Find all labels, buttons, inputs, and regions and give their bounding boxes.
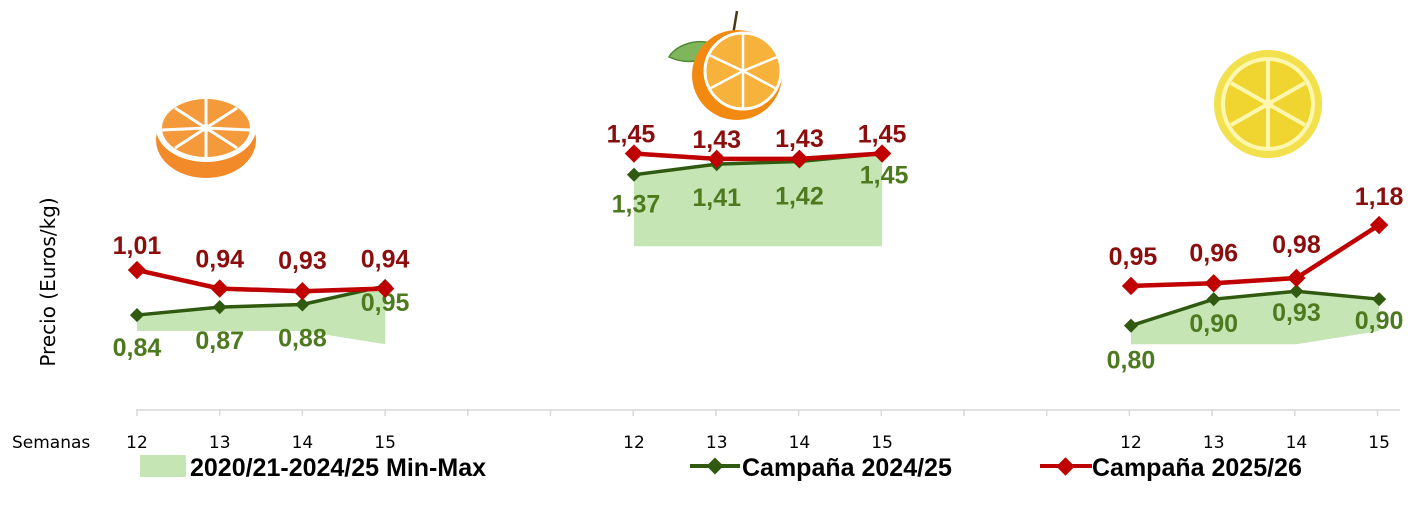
campana-2025-26-data-label: 1,43	[775, 125, 824, 153]
campana-2024-25-point	[626, 167, 642, 182]
campana-2024-25-data-label: 0,93	[1272, 299, 1321, 327]
campana-2025-26-point	[1287, 268, 1306, 288]
campana-2024-25-point	[129, 307, 145, 323]
campana-2024-25-point	[1289, 284, 1304, 299]
campana-2024-25-data-label: 0,90	[1189, 310, 1238, 338]
x-tick-label: 12	[623, 433, 645, 453]
campana-2025-26-data-label: 1,43	[692, 126, 741, 154]
campana-2024-25-data-label: 0,80	[1107, 347, 1156, 375]
campana-2025-26-data-label: 0,95	[1109, 243, 1158, 271]
legend-2526-marker	[1056, 457, 1075, 476]
campana-2025-26-data-label: 0,93	[278, 247, 327, 275]
x-tick-label: 15	[1368, 433, 1390, 453]
mandarin-icon	[668, 10, 783, 120]
campana-2024-25-data-label: 0,88	[278, 324, 327, 352]
orange-half-icon	[156, 94, 256, 178]
x-tick-label: 12	[126, 433, 148, 453]
campana-2025-26-point	[1121, 276, 1141, 296]
legend-range-label: 2020/21-2024/25 Min-Max	[190, 454, 486, 482]
x-tick-label: 14	[789, 433, 811, 453]
chart-panels: 0,84 0,87 0,88 0,95 1,01 0,94 0,93 0,94 12 13 14 15…	[113, 121, 1404, 453]
campana-2025-26-data-label: 1,01	[113, 232, 162, 260]
campana-2025-26-data-label: 0,96	[1189, 239, 1238, 267]
campana-2025-26-data-label: 0,94	[361, 246, 410, 274]
x-tick-label: 13	[1203, 433, 1225, 453]
campana-2025-26-line	[633, 151, 883, 162]
legend-2425-marker	[706, 457, 724, 475]
campana-2025-26-point	[707, 149, 726, 169]
campana-2024-25-point	[295, 297, 310, 312]
x-axis-label: Semanas	[12, 433, 90, 453]
campana-2024-25-point	[1372, 292, 1387, 307]
x-tick-label: 15	[871, 433, 893, 453]
campana-2025-26-data-label: 1,18	[1355, 183, 1404, 211]
legend-range-swatch	[140, 455, 186, 477]
campana-2025-26-point	[872, 144, 892, 163]
legend-2425-label: Campaña 2024/25	[742, 454, 952, 482]
campana-2024-25-point	[1206, 292, 1221, 307]
legend: 2020/21-2024/25 Min-Max Campaña 2024/25 …	[140, 454, 1302, 482]
x-tick-label: 14	[1286, 433, 1308, 453]
campana-2024-25-data-label: 0,90	[1355, 307, 1404, 335]
campana-2025-26-point	[127, 260, 147, 280]
campana-2024-25-point	[1123, 318, 1139, 333]
y-axis-label: Precio (Euros/kg)	[36, 197, 60, 366]
campana-2025-26-line	[1130, 223, 1381, 289]
campana-2024-25-data-label: 1,42	[775, 182, 824, 210]
campana-2025-26-point	[210, 279, 229, 298]
campana-2025-26-data-label: 0,98	[1272, 231, 1321, 259]
panel-3: 0,80 0,90 0,93 0,90 0,95 0,96 0,98 1,18 12 13 14 15	[1107, 183, 1404, 453]
campana-2025-26-point	[1369, 215, 1389, 235]
range-band	[1131, 291, 1380, 345]
lemon-slice-icon	[1214, 50, 1322, 158]
x-tick-label: 13	[209, 433, 231, 453]
campana-2025-26-point	[1204, 274, 1223, 293]
x-tick-label: 14	[292, 433, 314, 453]
x-tick-label: 15	[374, 433, 396, 453]
campana-2025-26-point	[790, 149, 809, 169]
campana-2024-25-point	[212, 300, 227, 315]
campana-2025-26-point	[624, 144, 644, 163]
campana-2025-26-data-label: 1,45	[858, 121, 907, 149]
x-tick-label: 12	[1120, 433, 1142, 453]
x-tick-label: 13	[706, 433, 728, 453]
range-band	[634, 153, 883, 247]
campana-2024-25-line	[1130, 289, 1380, 328]
campana-2025-26-data-label: 1,45	[607, 121, 656, 149]
campana-2024-25-line	[136, 284, 386, 317]
campana-2025-26-data-label: 0,94	[195, 246, 244, 274]
campana-2025-26-point	[375, 279, 395, 298]
campana-2024-25-data-label: 1,45	[860, 162, 909, 190]
panel-2: 1,37 1,41 1,42 1,45 1,45 1,43 1,43 1,45 12 13 14 15	[607, 121, 909, 453]
campana-2024-25-data-label: 0,84	[113, 334, 162, 362]
legend-2526-label: Campaña 2025/26	[1092, 454, 1302, 482]
campana-2024-25-data-label: 1,41	[692, 184, 741, 212]
campana-2024-25-data-label: 0,87	[195, 327, 244, 355]
campana-2025-26-point	[293, 282, 312, 301]
campana-2024-25-data-label: 1,37	[612, 191, 661, 219]
campana-2025-26-line	[136, 267, 386, 294]
